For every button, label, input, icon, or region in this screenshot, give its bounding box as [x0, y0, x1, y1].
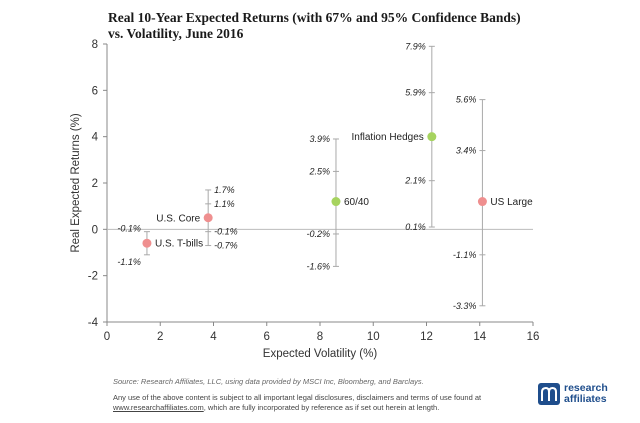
band-label: 0.1%	[405, 222, 426, 232]
band-label: 2.5%	[308, 166, 330, 176]
band-label: 2.1%	[404, 176, 426, 186]
disclaimer-text-end: , which are fully incorporated by refere…	[203, 403, 440, 412]
confidence-bands: -0.1% -1.1% 1.7% 1.1% -0.1% -0.7% 3.9% 2.5% -0.2…	[117, 41, 486, 311]
logo-text-line-1: research	[564, 382, 608, 394]
band-label: 3.4%	[456, 146, 477, 156]
y-tick-label: 8	[92, 39, 98, 51]
x-tick-label: 8	[317, 331, 323, 343]
band-label: -1.6%	[306, 261, 330, 271]
logo-text: research affiliates	[564, 383, 608, 405]
y-axis-label: Real Expected Returns (%)	[70, 113, 82, 253]
data-point	[142, 238, 152, 248]
point-label: U.S. Core	[156, 213, 200, 224]
scatter-chart: -4 -2 0 2 4 6 8 0 2 4 6 8 10 12 14 16 -0.1% -1.1% 1.7% 1.1…	[70, 39, 540, 360]
band-label: -3.3%	[453, 301, 477, 311]
x-axis-label: Expected Volatility (%)	[263, 348, 378, 360]
data-point	[331, 197, 341, 207]
y-tick-label: 6	[92, 85, 98, 97]
chart-axes: -4 -2 0 2 4 6 8 0 2 4 6 8 10 12 14 16	[88, 39, 540, 343]
band-label: 7.9%	[405, 41, 426, 51]
disclaimer-link[interactable]: www.researchaffiliates.com	[113, 403, 204, 412]
y-tick-label: -2	[88, 271, 98, 283]
disclaimer-text: Any use of the above content is subject …	[113, 393, 482, 402]
chart-title: Real 10-Year Expected Returns (with 67% …	[108, 10, 578, 42]
data-point	[477, 197, 487, 207]
logo-mark-icon	[538, 383, 560, 405]
logo-text-line-2: affiliates	[564, 393, 607, 405]
x-tick-label: 6	[264, 331, 270, 343]
band-label: -1.1%	[453, 250, 477, 260]
y-tick-label: 0	[92, 224, 98, 236]
point-label: U.S. T-bills	[155, 239, 203, 250]
x-tick-label: 12	[420, 331, 433, 343]
point-label: 60/40	[344, 197, 369, 208]
point-label: US Large	[490, 197, 533, 208]
data-point	[203, 213, 213, 223]
source-note: Source: Research Affiliates, LLC, using …	[113, 377, 424, 386]
y-tick-label: -4	[88, 317, 99, 329]
x-tick-label: 14	[473, 331, 486, 343]
x-tick-label: 0	[104, 331, 110, 343]
band-label: -0.7%	[214, 241, 238, 251]
data-point	[427, 132, 437, 142]
band-label: -0.2%	[306, 229, 330, 239]
y-tick-label: 2	[92, 178, 98, 190]
point-label: Inflation Hedges	[352, 132, 424, 143]
research-affiliates-logo: research affiliates	[538, 383, 608, 405]
band-label: 1.7%	[214, 185, 235, 195]
chart-title-line-1: Real 10-Year Expected Returns (with 67% …	[108, 10, 521, 25]
band-label: -0.1%	[117, 224, 141, 234]
band-label: 5.6%	[456, 95, 477, 105]
x-tick-label: 2	[157, 331, 163, 343]
band-label: 1.1%	[214, 199, 235, 209]
band-label: 5.9%	[405, 88, 426, 98]
band-label: 3.9%	[309, 134, 330, 144]
data-points: U.S. T-bills U.S. Core 60/40 Inflation Hedg…	[142, 132, 533, 250]
chart-title-line-2: vs. Volatility, June 2016	[108, 26, 244, 41]
y-tick-label: 4	[92, 132, 99, 144]
band-label: -1.1%	[117, 257, 141, 267]
x-tick-label: 16	[527, 331, 540, 343]
band-label: -0.1%	[214, 227, 238, 237]
x-tick-label: 4	[210, 331, 217, 343]
x-tick-label: 10	[367, 331, 380, 343]
disclaimer: Any use of the above content is subject …	[113, 393, 513, 413]
